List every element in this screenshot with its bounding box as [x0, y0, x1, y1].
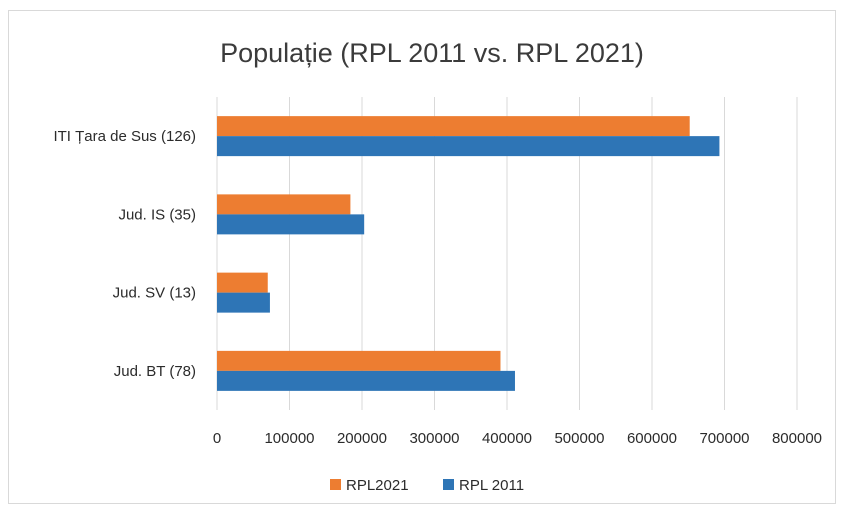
x-tick-label: 500000: [554, 430, 604, 447]
x-tick-label: 400000: [482, 430, 532, 447]
legend: RPL2021 RPL 2011: [330, 477, 524, 494]
x-tick-label: 200000: [337, 430, 387, 447]
bars: [217, 116, 720, 391]
bar-rpl2021: [217, 272, 268, 293]
legend-swatch: [330, 479, 341, 490]
category-label: Jud. SV (13): [113, 285, 196, 302]
bar-rpl2011: [217, 292, 270, 313]
bar-rpl2011: [217, 214, 365, 235]
chart-title: Populație (RPL 2011 vs. RPL 2021): [220, 38, 644, 68]
x-tick-label: 0: [213, 430, 221, 447]
x-tick-label: 600000: [627, 430, 677, 447]
bar-rpl2021: [217, 116, 690, 137]
legend-label: RPL 2011: [459, 477, 524, 494]
legend-label: RPL2021: [346, 477, 409, 494]
bar-rpl2021: [217, 350, 501, 371]
x-tick-labels: 0 100000 200000 300000 400000 500000 600000 700…: [213, 430, 822, 447]
bar-rpl2011: [217, 370, 515, 391]
chart-frame: [8, 10, 836, 504]
x-tick-label: 300000: [409, 430, 459, 447]
bar-rpl2011: [217, 136, 720, 157]
category-label: Jud. IS (35): [118, 206, 196, 223]
x-tick-label: 100000: [264, 430, 314, 447]
category-label: Jud. BT (78): [114, 363, 196, 380]
legend-swatch: [443, 479, 454, 490]
x-tick-label: 800000: [772, 430, 822, 447]
x-tick-label: 700000: [699, 430, 749, 447]
category-labels: ITI Țara de Sus (126) Jud. IS (35) Jud. SV…: [53, 128, 196, 380]
category-label: ITI Țara de Sus (126): [53, 128, 196, 145]
bar-rpl2021: [217, 194, 351, 215]
